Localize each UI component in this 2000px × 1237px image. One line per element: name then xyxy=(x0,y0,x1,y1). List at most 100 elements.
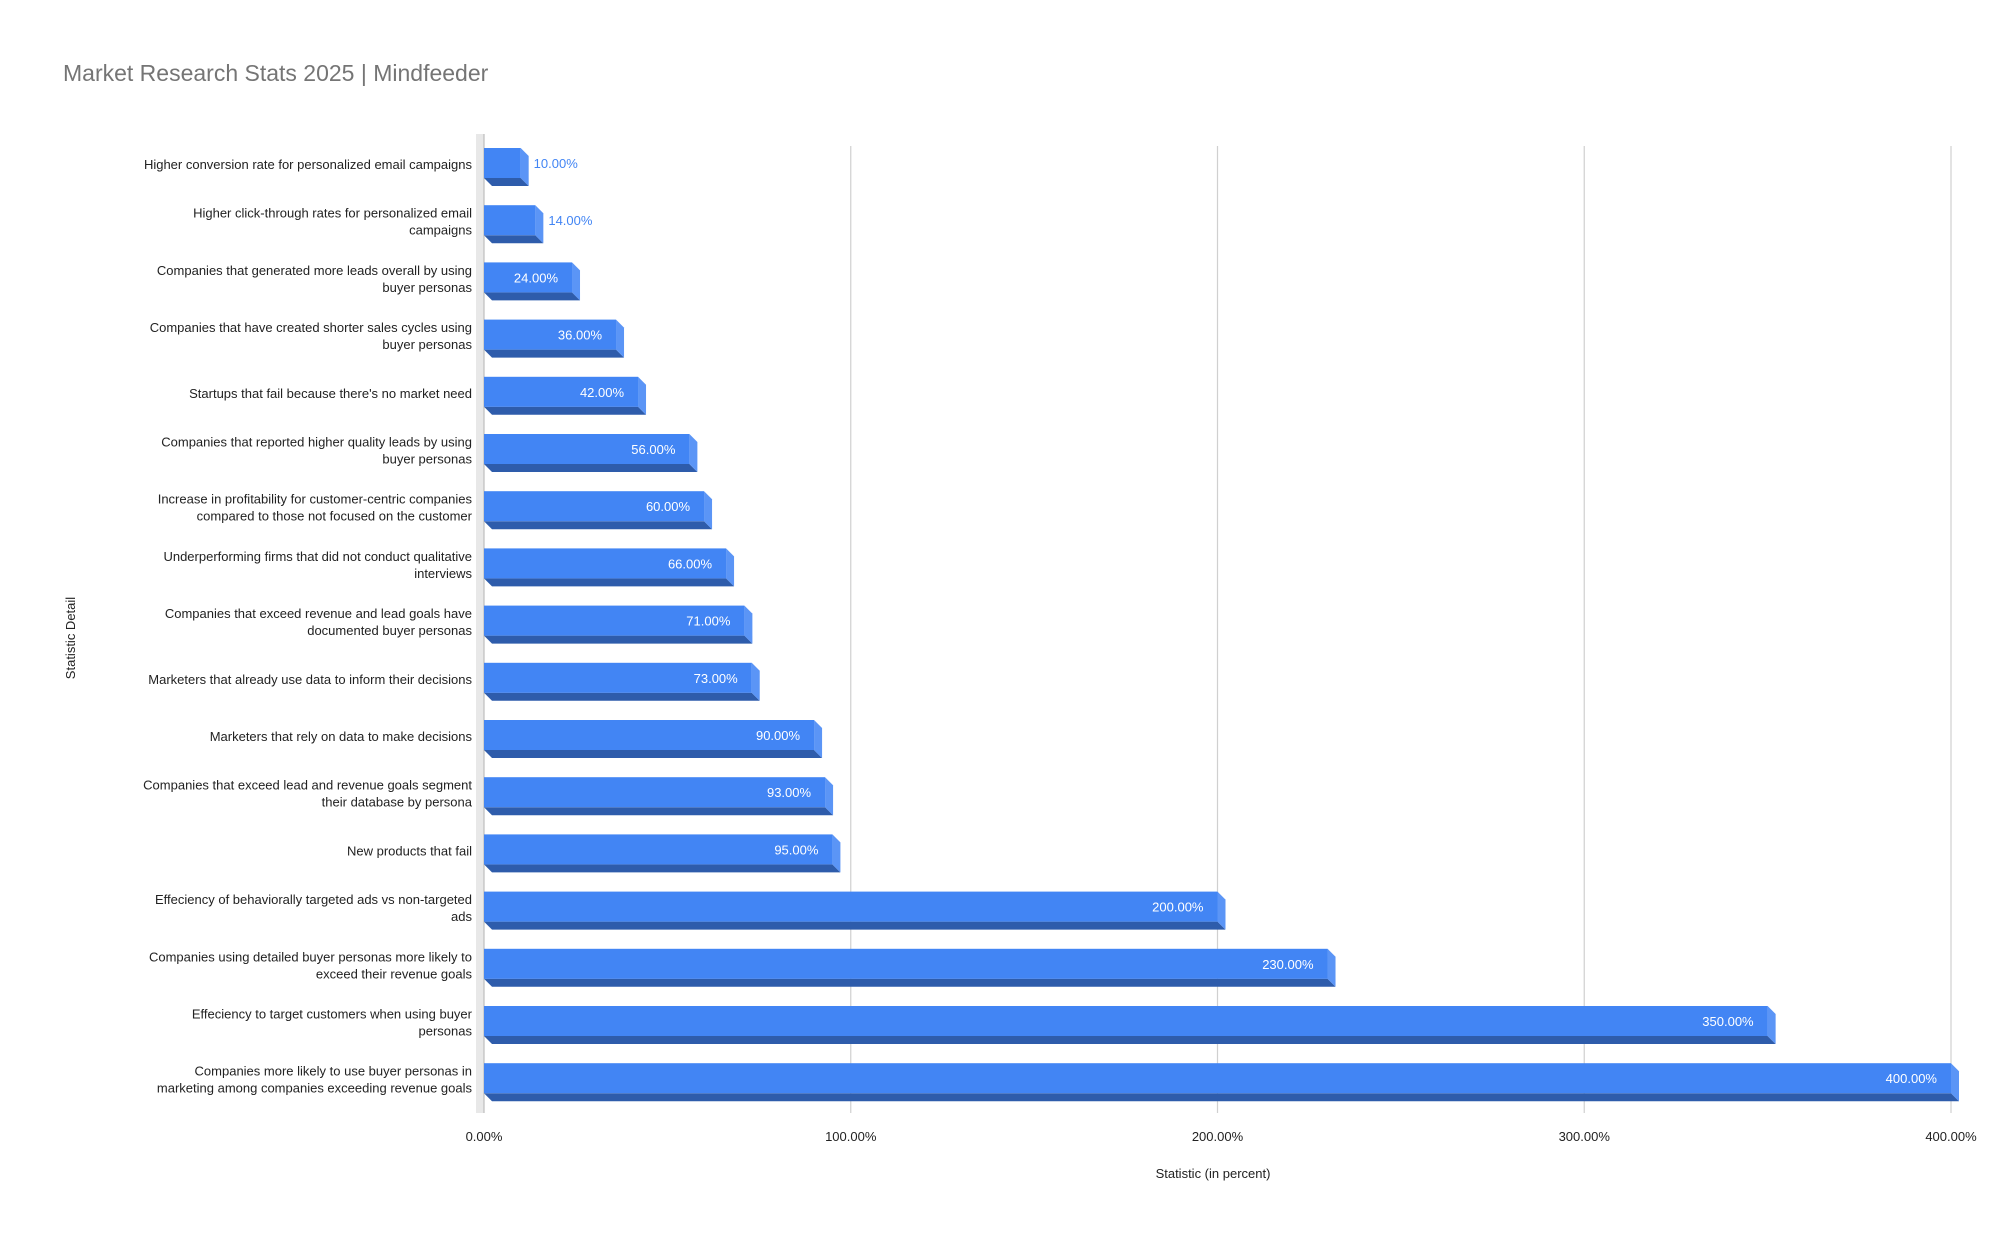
category-label: Companies more likely to use buyer perso… xyxy=(157,1064,473,1096)
chart-title: Market Research Stats 2025 | Mindfeeder xyxy=(63,60,489,86)
bar-value-label: 66.00% xyxy=(668,556,713,571)
bar-value-label: 56.00% xyxy=(631,442,676,457)
bar-value-label: 230.00% xyxy=(1262,957,1314,972)
category-label-line: New products that fail xyxy=(347,843,472,858)
bar-value-label: 90.00% xyxy=(756,728,801,743)
bar-value-label: 400.00% xyxy=(1886,1071,1938,1086)
bar-group xyxy=(484,262,581,301)
bar-value-label: 73.00% xyxy=(694,671,739,686)
category-label-line: Companies more likely to use buyer perso… xyxy=(195,1064,472,1079)
bar xyxy=(484,262,573,293)
bar xyxy=(484,605,745,636)
x-tick-label: 0.00% xyxy=(466,1129,503,1144)
category-label-line: campaigns xyxy=(409,223,472,238)
bar xyxy=(484,491,705,522)
category-label: Effeciency of behaviorally targeted ads … xyxy=(155,892,473,924)
bar xyxy=(484,891,1218,922)
bar-value-label: 200.00% xyxy=(1152,900,1204,915)
x-tick-label: 200.00% xyxy=(1192,1129,1244,1144)
category-label-line: buyer personas xyxy=(382,280,472,295)
category-label-line: buyer personas xyxy=(382,452,472,467)
bar-group xyxy=(484,376,647,415)
bar-end-face xyxy=(832,834,841,873)
category-label-line: personas xyxy=(419,1024,473,1039)
x-axis-ticks: 0.00% 100.00% 200.00% 300.00% 400.00% xyxy=(466,1129,1978,1144)
bar-value-label: 36.00% xyxy=(558,328,603,343)
category-label-line: Companies that exceed revenue and lead g… xyxy=(165,606,472,621)
bar xyxy=(484,319,617,350)
category-label-line: buyer personas xyxy=(382,337,472,352)
bar-end-face xyxy=(704,491,713,530)
category-label: Companies that exceed lead and revenue g… xyxy=(143,778,473,810)
bars: 10.00% 14.00% 24.00% 36.00% 42.00% 56.00% 60.0… xyxy=(484,148,1959,1102)
category-label: Effeciency to target customers when usin… xyxy=(192,1007,473,1039)
bar-group xyxy=(484,1063,1959,1102)
bar-end-face xyxy=(616,319,625,358)
bar-end-face xyxy=(520,148,529,186)
bar xyxy=(484,148,521,178)
bar-end-face xyxy=(572,262,581,301)
bar-value-label: 10.00% xyxy=(534,156,579,171)
bar-value-label: 60.00% xyxy=(646,499,691,514)
category-label-line: Marketers that rely on data to make deci… xyxy=(210,729,473,744)
category-label-line: Higher click-through rates for personali… xyxy=(193,206,472,221)
bar-value-label: 42.00% xyxy=(580,385,625,400)
bar-bottom-face xyxy=(484,692,760,701)
bar-end-face xyxy=(744,605,753,644)
bar-bottom-face xyxy=(484,978,1336,987)
bar-group xyxy=(484,834,841,873)
bar-end-face xyxy=(814,720,823,758)
category-label-line: Marketers that already use data to infor… xyxy=(148,672,472,687)
category-label: Companies that have created shorter sale… xyxy=(150,320,473,352)
bar-end-face xyxy=(638,376,647,415)
bar-group xyxy=(484,605,753,644)
category-label-line: marketing among companies exceeding reve… xyxy=(157,1081,473,1096)
category-label: New products that fail xyxy=(347,843,472,858)
bar-end-face xyxy=(1767,1006,1776,1044)
category-label-line: exceed their revenue goals xyxy=(316,966,473,981)
category-label: Companies that reported higher quality l… xyxy=(161,435,472,467)
bar xyxy=(484,662,752,693)
category-label-line: Underperforming firms that did not condu… xyxy=(163,549,472,564)
bar xyxy=(484,548,727,579)
bar-group xyxy=(484,548,735,587)
bar-end-face xyxy=(726,548,735,587)
x-tick-label: 300.00% xyxy=(1559,1129,1611,1144)
bar-value-label: 95.00% xyxy=(774,842,819,857)
bar-group xyxy=(484,891,1226,930)
bar xyxy=(484,376,639,407)
category-label-line: their database by persona xyxy=(322,795,473,810)
bar-end-face xyxy=(689,434,698,472)
bar-group xyxy=(484,148,529,186)
bar xyxy=(484,434,690,464)
x-axis-title: Statistic (in percent) xyxy=(1156,1166,1271,1181)
bar-bottom-face xyxy=(484,578,735,587)
bar-bottom-face xyxy=(484,1093,1959,1102)
bar-group xyxy=(484,948,1336,987)
bar-bottom-face xyxy=(484,864,841,873)
category-labels: Higher conversion rate for personalized … xyxy=(143,157,473,1096)
bar-bottom-face xyxy=(484,521,713,530)
category-label-line: Effeciency of behaviorally targeted ads … xyxy=(155,892,472,907)
category-label-line: documented buyer personas xyxy=(307,623,472,638)
category-label: Underperforming firms that did not condu… xyxy=(163,549,472,581)
bar-value-label: 24.00% xyxy=(514,270,559,285)
bar-value-label: 14.00% xyxy=(548,213,593,228)
bar-value-label: 350.00% xyxy=(1702,1014,1754,1029)
x-tick-label: 400.00% xyxy=(1925,1129,1977,1144)
category-label-line: interviews xyxy=(414,566,472,581)
category-label: Companies using detailed buyer personas … xyxy=(149,949,473,981)
bar-end-face xyxy=(1327,948,1336,987)
bar xyxy=(484,720,815,750)
x-tick-label: 100.00% xyxy=(825,1129,877,1144)
category-label-line: Companies that reported higher quality l… xyxy=(161,435,472,450)
category-label: Increase in profitability for customer-c… xyxy=(158,492,473,524)
bar-bottom-face xyxy=(484,1036,1776,1044)
bar-bottom-face xyxy=(484,406,647,415)
category-label-line: ads xyxy=(451,909,472,924)
bar-group xyxy=(484,1006,1776,1044)
category-label-line: Startups that fail because there's no ma… xyxy=(189,386,472,401)
category-label-line: compared to those not focused on the cus… xyxy=(197,509,473,524)
category-label-line: Increase in profitability for customer-c… xyxy=(158,492,473,507)
bar-bottom-face xyxy=(484,349,625,358)
